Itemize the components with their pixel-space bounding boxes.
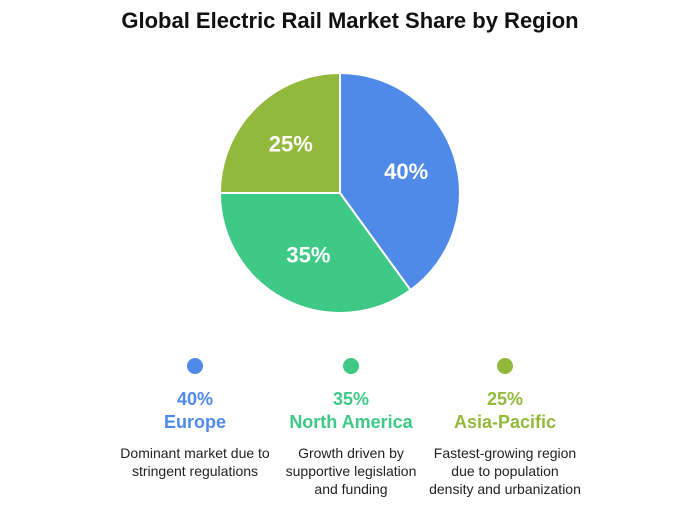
pie-slices — [218, 71, 461, 314]
legend-description-north-america: Growth driven by supportive legislation … — [285, 445, 417, 497]
pie-label-europe: 40% — [384, 159, 428, 184]
legend-item-north-america: 35% North America Growth driven by suppo… — [261, 358, 441, 498]
legend-dot-north-america — [343, 358, 359, 374]
legend-name-europe: Europe — [163, 412, 226, 432]
legend: 40% Europe Dominant market due to string… — [0, 358, 700, 521]
legend-dot-europe — [187, 358, 203, 374]
pie-slice-north-america — [218, 192, 412, 314]
legend-description-asia-pacific: Fastest-growing region due to population… — [429, 445, 581, 497]
legend-percent-north-america: 35% — [332, 389, 370, 409]
legend-percent-europe: 40% — [176, 389, 214, 409]
pie-label-north-america: 35% — [286, 243, 330, 268]
legend-dot-asia-pacific — [497, 358, 513, 374]
pie-labels: 40% 35% 25% — [269, 131, 428, 267]
pie-slice-asia-pacific — [218, 71, 341, 194]
legend-percent-asia-pacific: 25% — [486, 389, 524, 409]
legend-item-asia-pacific: 25% Asia-Pacific Fastest-growing region … — [415, 358, 595, 498]
legend-description-europe: Dominant market due to stringent regulat… — [120, 445, 270, 479]
pie-label-asia-pacific: 25% — [269, 131, 313, 156]
legend-item-europe: 40% Europe Dominant market due to string… — [105, 358, 285, 480]
legend-name-north-america: North America — [289, 412, 413, 432]
pie-slice-europe — [339, 71, 461, 292]
chart-title: Global Electric Rail Market Share by Reg… — [121, 8, 579, 33]
legend-name-asia-pacific: Asia-Pacific — [453, 412, 557, 432]
